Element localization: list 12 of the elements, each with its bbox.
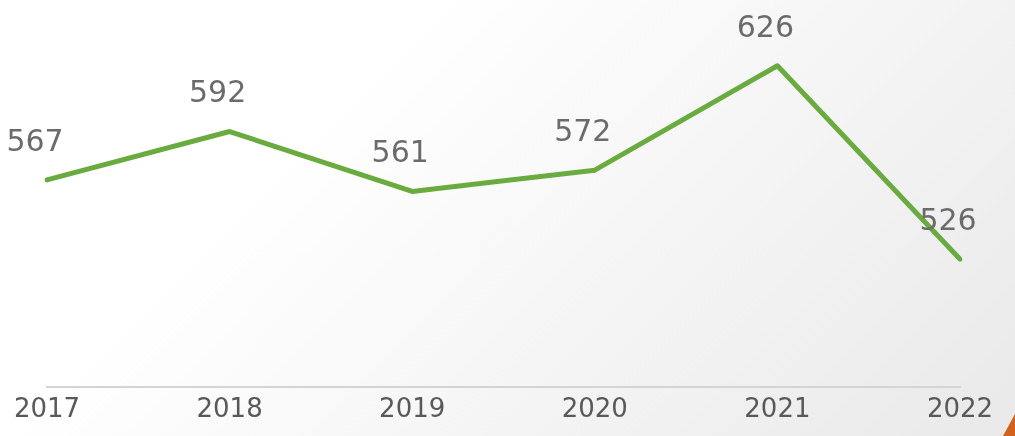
data-label: 572 xyxy=(554,112,612,148)
x-tick-label: 2018 xyxy=(196,393,263,424)
data-label: 592 xyxy=(188,74,247,110)
x-tick-label: 2017 xyxy=(13,393,81,424)
x-tick-label: 2020 xyxy=(561,393,628,424)
data-label: 561 xyxy=(371,134,429,170)
x-tick-label: 2019 xyxy=(379,393,446,424)
x-tick-label: 2021 xyxy=(744,393,811,424)
x-tick-label: 2022 xyxy=(926,393,994,424)
data-label: 567 xyxy=(6,122,64,158)
data-label: 626 xyxy=(736,8,795,44)
data-label: 526 xyxy=(919,201,977,237)
